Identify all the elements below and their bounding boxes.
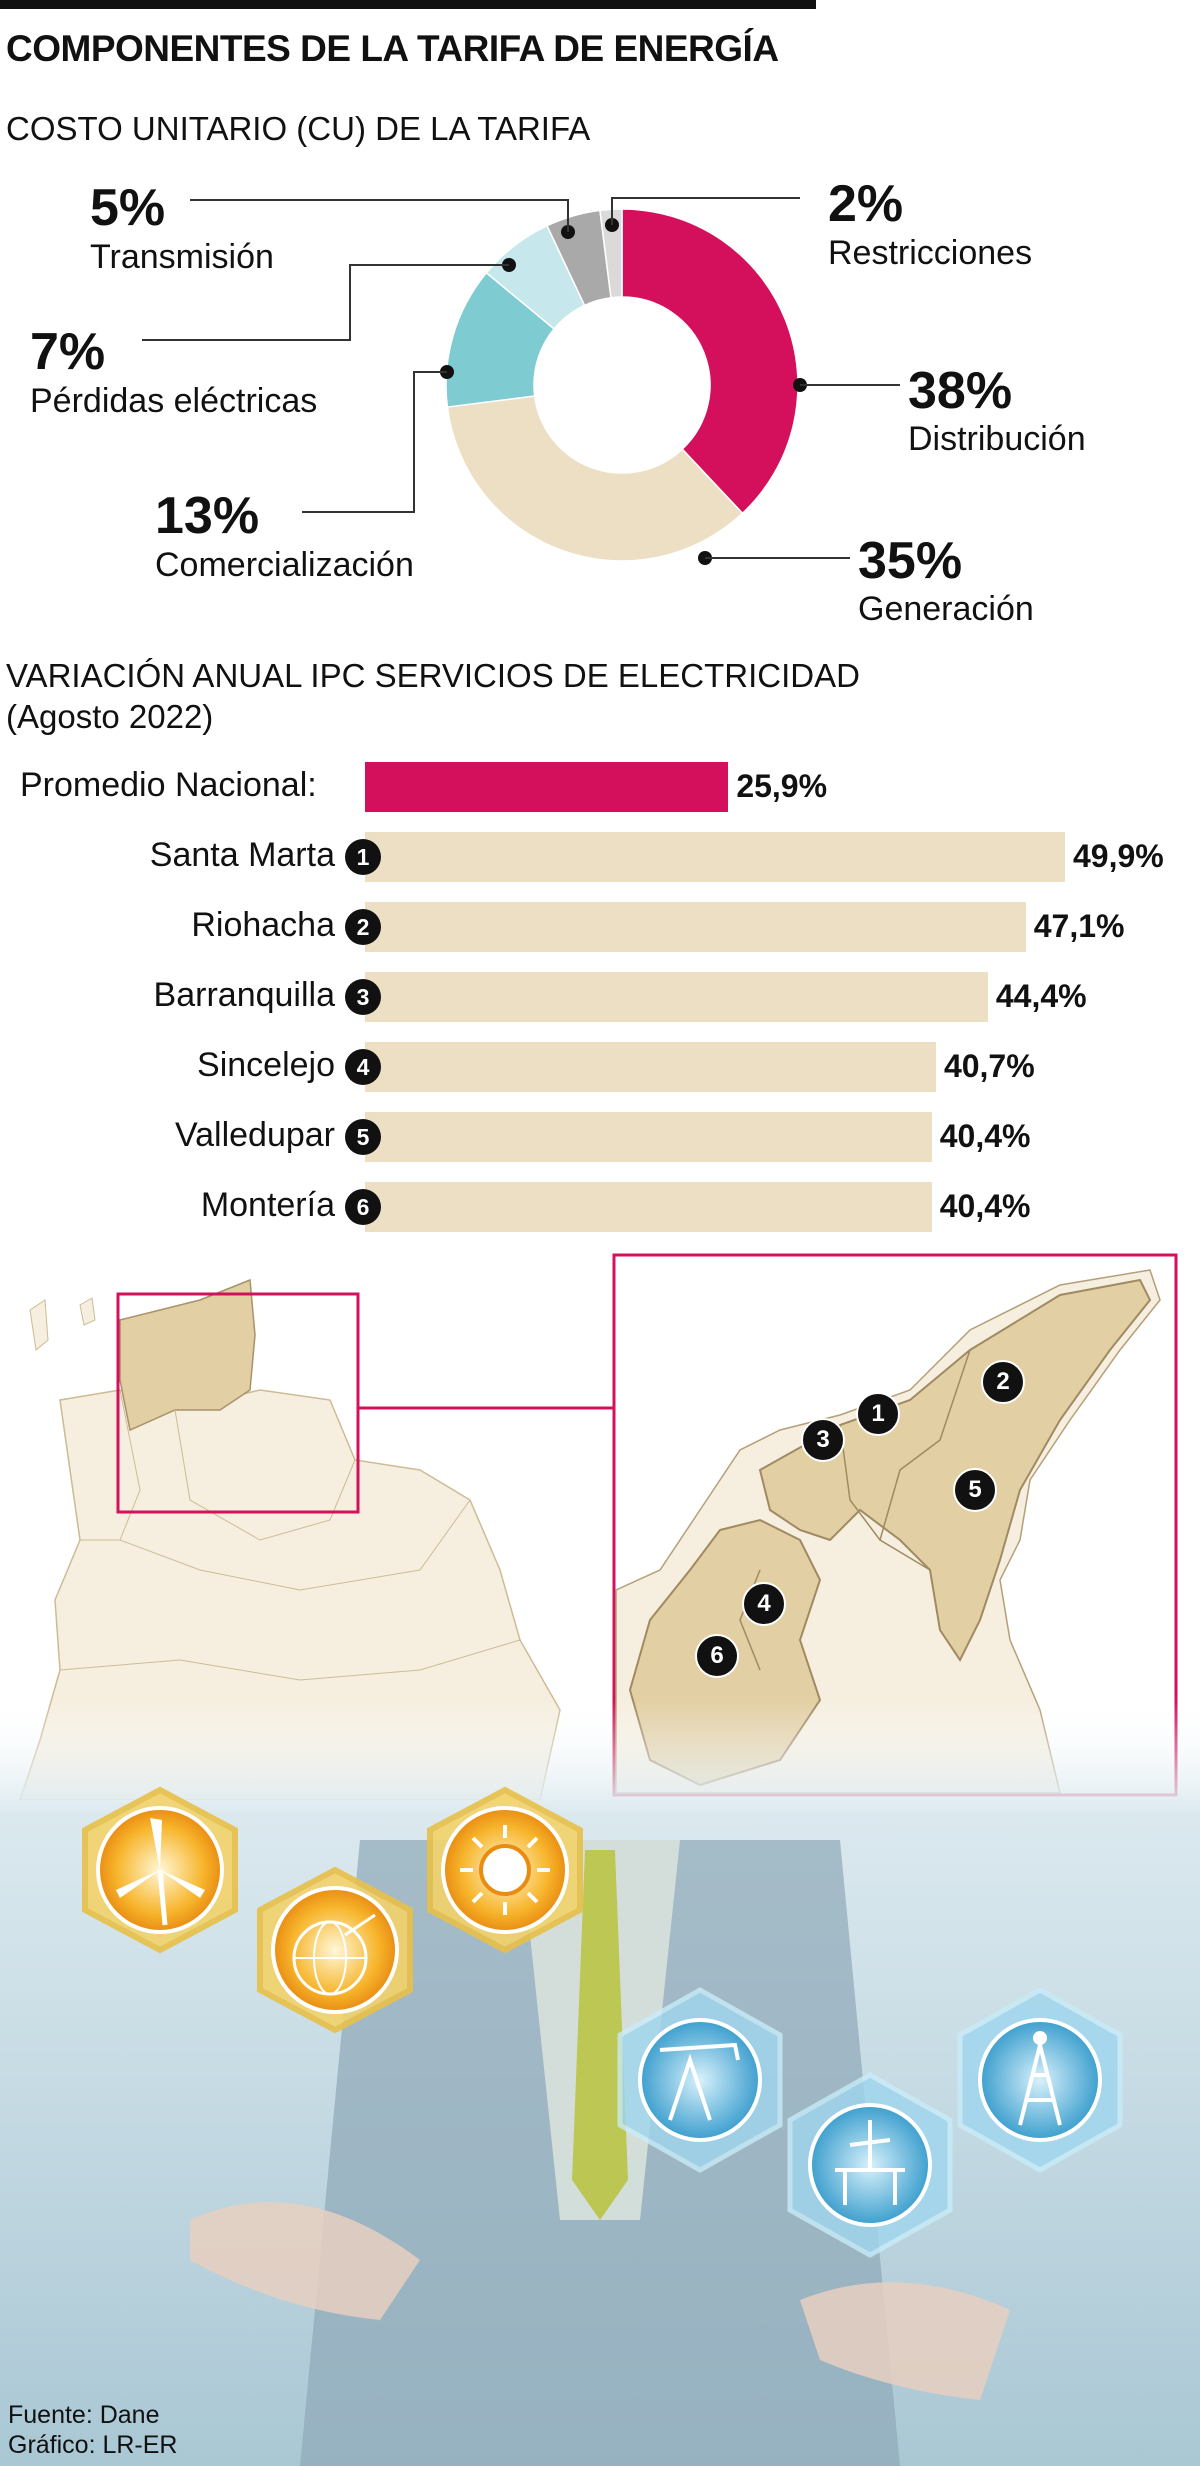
donut-svg [142,197,900,565]
map-badge-5: 5 [953,1468,997,1512]
bar-2 [365,902,1026,952]
map-zoom-box [116,1292,360,1514]
source-note: Fuente: Dane Gráfico: LR-ER [8,2400,177,2460]
slice-percent-4: 5% [90,179,166,237]
globe-icon [271,1886,399,2014]
page-title: COMPONENTES DE LA TARIFA DE ENERGÍA [6,28,779,69]
map-badge-3: 3 [801,1418,845,1462]
left-hand [190,2202,420,2320]
map-badge-2: 2 [981,1360,1025,1404]
right-hand [800,2282,1010,2400]
bar-category-1: Santa Marta [149,836,335,874]
donut-slice-5 [599,208,623,299]
slice-label-3: Pérdidas eléctricas [30,382,318,420]
bar-badge-4: 4 [345,1049,381,1085]
bar-subtitle-line2: (Agosto 2022) [6,698,214,736]
bar-5 [365,1112,932,1162]
source-text: Fuente: Dane [8,2401,160,2429]
bar-6 [365,1182,932,1232]
donut-chart: 38% Distribución 35% Generación 13% Comercial… [0,160,1200,660]
leader-line-4 [190,199,569,232]
oil-derrick-icon [978,2018,1102,2142]
bar-category-2: Riohacha [191,906,335,944]
slice-percent-3: 7% [30,323,106,381]
bar-value-1: 49,9% [1073,838,1164,874]
donut-subtitle: COSTO UNITARIO (CU) DE LA TARIFA [6,110,591,147]
bar-badge-6: 6 [345,1189,381,1225]
slice-label-0: Distribución [908,420,1086,458]
donut-slice-1 [446,395,744,562]
bar-value-5: 40,4% [939,1118,1031,1154]
slice-label-5: Restricciones [828,234,1033,272]
slice-label-4: Transmisión [90,238,274,276]
bar-value-0: 25,9% [736,768,828,804]
bar-badge-1: 1 [345,839,381,875]
tie [572,1850,628,2220]
leader-line-2 [302,371,447,513]
offshore-platform-icon [808,2103,932,2227]
bar-value-2: 47,1% [1033,908,1125,944]
title-rule [0,0,816,9]
donut-slice-0 [621,208,799,515]
slice-percent-0: 38% [908,362,1013,420]
wind-turbine-icon [96,1806,224,1934]
bar-value-6: 40,4% [939,1188,1031,1224]
slice-percent-2: 13% [155,487,260,545]
map-badge-4: 4 [742,1582,786,1626]
leader-line-3 [142,264,509,341]
slice-percent-5: 2% [828,175,904,233]
bar-1 [365,832,1065,882]
oil-pump-icon [638,2018,762,2142]
colombia-map [19,1278,561,1800]
bar-3 [365,972,988,1022]
slice-percent-1: 35% [858,532,963,590]
slice-label-2: Comercialización [155,546,414,584]
sun-icon [441,1806,569,1934]
energy-illustration [0,1700,1200,2466]
bar-category-0: Promedio Nacional: [20,766,317,804]
bar-subtitle-line1: VARIACIÓN ANUAL IPC SERVICIOS DE ELECTRI… [6,657,860,694]
leader-line-5 [611,197,800,225]
map-badge-1: 1 [856,1392,900,1436]
bar-category-3: Barranquilla [153,976,335,1014]
bar-value-4: 40,7% [943,1048,1035,1084]
bar-category-6: Montería [200,1186,335,1224]
bar-4 [365,1042,936,1092]
slice-label-1: Generación [858,590,1034,628]
bar-value-3: 44,4% [995,978,1087,1014]
bar-badge-3: 3 [345,979,381,1015]
bar-category-4: Sincelejo [197,1046,335,1084]
bar-subtitle: VARIACIÓN ANUAL IPC SERVICIOS DE ELECTRI… [6,655,860,738]
bar-badge-5: 5 [345,1119,381,1155]
bar-0 [365,762,729,812]
map-badge-6: 6 [695,1634,739,1678]
bar-badge-2: 2 [345,909,381,945]
bar-category-5: Valledupar [174,1116,335,1154]
credit-text: Gráfico: LR-ER [8,2431,178,2459]
